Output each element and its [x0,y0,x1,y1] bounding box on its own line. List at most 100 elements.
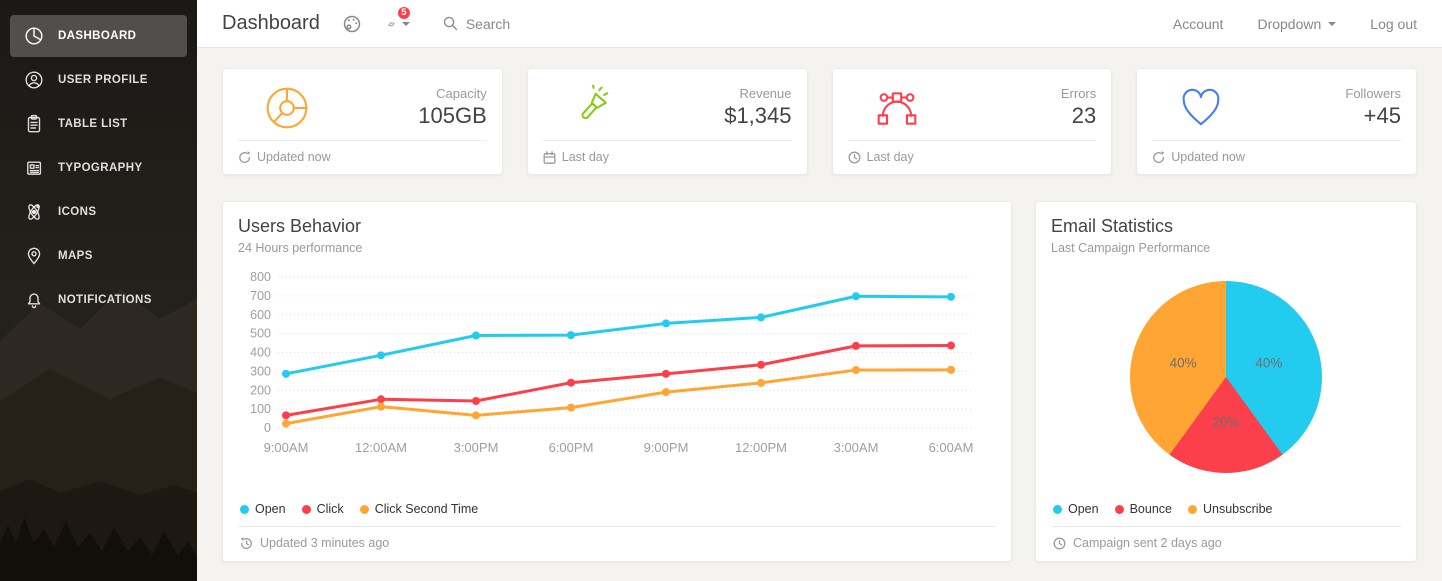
flashlight-icon [569,84,615,131]
card-subtitle: 24 Hours performance [238,241,363,255]
legend-dot [1114,504,1124,514]
chevron-down-icon [401,21,410,26]
history-icon [240,536,253,550]
chart-pie-icon [24,26,44,46]
sidebar-item-label: DASHBOARD [58,30,137,42]
user-circle-icon [24,70,44,90]
stat-card-capacity: Capacity 105GB Updated now [222,68,503,175]
logout-link[interactable]: Log out [1370,15,1417,32]
page-title: Dashboard [222,12,320,34]
sidebar-item-user-profile[interactable]: USER PROFILE [10,59,187,101]
stat-card-errors: Errors 23 Last day [831,68,1113,175]
stat-value: $1,345 [724,103,792,128]
sidebar-item-dashboard[interactable]: DASHBOARD [10,15,187,57]
svg-text:100: 100 [250,402,271,416]
sidebar-background-mountains [0,289,197,581]
planet-icon [388,21,395,26]
search-input[interactable]: Search [442,15,510,32]
users-behavior-card: Users Behavior 24 Hours performance 0 100… [222,201,1012,562]
svg-text:700: 700 [250,289,271,303]
svg-text:9:00PM: 9:00PM [644,440,689,455]
legend-item: Open [1053,502,1099,516]
pie-slice-label: 40% [1169,355,1197,371]
legend-item: Bounce [1114,502,1172,516]
stat-value: +45 [1363,103,1401,128]
stat-footer-text: Last day [561,150,610,164]
sidebar-item-notifications[interactable]: NOTIFICATIONS [10,279,187,321]
svg-text:6:00AM: 6:00AM [929,440,974,455]
navbar-right-links: Account Dropdown Log out [1173,16,1417,32]
palette-button[interactable] [342,13,364,35]
users-behavior-line-chart: 0 100 200 300 400 500 600 700 800 9:00AM 12:00AM 3:… [238,269,996,469]
sidebar-item-label: TABLE LIST [58,118,128,130]
svg-text:200: 200 [250,383,271,397]
email-statistics-pie-chart: 40% 20% 40% [1051,281,1401,473]
stat-footer-text: Last day [866,150,914,164]
svg-text:3:00PM: 3:00PM [454,440,499,455]
sidebar-item-typography[interactable]: TYPOGRAPHY [10,147,187,189]
account-link[interactable]: Account [1172,15,1224,32]
svg-text:800: 800 [250,270,271,284]
card-title: Email Statistics [1051,216,1174,236]
refresh-icon [238,150,251,164]
svg-text:400: 400 [250,346,271,360]
card-footer-text: Campaign sent 2 days ago [1073,536,1222,550]
bell-icon [24,290,44,310]
legend-dot [1053,504,1062,514]
heart-icon [1178,85,1224,131]
stat-label: Followers [1345,86,1401,101]
stat-label: Revenue [739,86,792,101]
legend-item: Open [240,502,286,516]
main-content: Capacity 105GB Updated now Revenue $1,34… [197,48,1442,581]
sidebar-item-label: NOTIFICATIONS [58,294,152,306]
svg-text:300: 300 [250,364,271,378]
svg-text:3:00AM: 3:00AM [834,440,879,455]
newspaper-icon [24,158,44,178]
stat-footer-text: Updated now [1171,150,1245,164]
chart-pie-icon [264,85,310,131]
chevron-down-icon [1328,21,1337,26]
legend-dot [240,504,249,514]
notifications-dropdown-button[interactable]: 5 [388,4,412,35]
atom-icon [24,202,44,222]
sidebar-item-label: ICONS [58,206,97,218]
sidebar-item-table-list[interactable]: TABLE LIST [10,103,187,145]
calendar-icon [543,150,556,164]
notification-badge: 5 [395,4,412,21]
line-chart-legend: Open Click Click Second Time [238,502,996,526]
stat-value: 23 [1071,103,1097,128]
refresh-icon [1152,150,1165,164]
legend-item: Click Second Time [359,502,478,516]
legend-item: Unsubscribe [1188,502,1272,516]
email-statistics-card: Email Statistics Last Campaign Performan… [1035,201,1417,562]
stat-footer-text: Updated now [257,150,331,164]
vector-icon [874,85,920,131]
legend-item: Click [301,502,344,516]
sidebar-item-label: USER PROFILE [58,74,148,86]
dropdown-link[interactable]: Dropdown [1257,16,1337,32]
stat-card-followers: Followers +45 Updated now [1136,68,1417,175]
svg-text:12:00AM: 12:00AM [355,440,407,455]
map-pin-icon [24,246,44,266]
sidebar-nav: DASHBOARD USER PROFILE TABLE LIST TYPOGR… [0,0,197,321]
sidebar-item-maps[interactable]: MAPS [10,235,187,277]
sidebar-item-icons[interactable]: ICONS [10,191,187,233]
clock-icon [848,151,861,164]
clock-icon [1053,537,1066,550]
sidebar: DASHBOARD USER PROFILE TABLE LIST TYPOGR… [0,0,197,581]
stat-cards-row: Capacity 105GB Updated now Revenue $1,34… [222,68,1417,175]
legend-dot [359,504,369,514]
top-navbar: Dashboard 5 Search Account Dropdown Log … [197,0,1442,48]
card-subtitle: Last Campaign Performance [1051,241,1211,255]
pie-slice-label: 20% [1212,414,1240,430]
sidebar-item-label: TYPOGRAPHY [58,162,143,174]
svg-text:500: 500 [250,327,271,341]
svg-text:9:00AM: 9:00AM [264,440,309,455]
pie-slice-label: 40% [1255,355,1283,371]
legend-dot [1188,504,1197,514]
sidebar-item-label: MAPS [58,250,93,262]
card-footer-text: Updated 3 minutes ago [260,536,390,550]
charts-row: Users Behavior 24 Hours performance 0 100… [222,201,1417,562]
stat-label: Capacity [436,86,487,101]
stat-label: Errors [1060,86,1097,101]
